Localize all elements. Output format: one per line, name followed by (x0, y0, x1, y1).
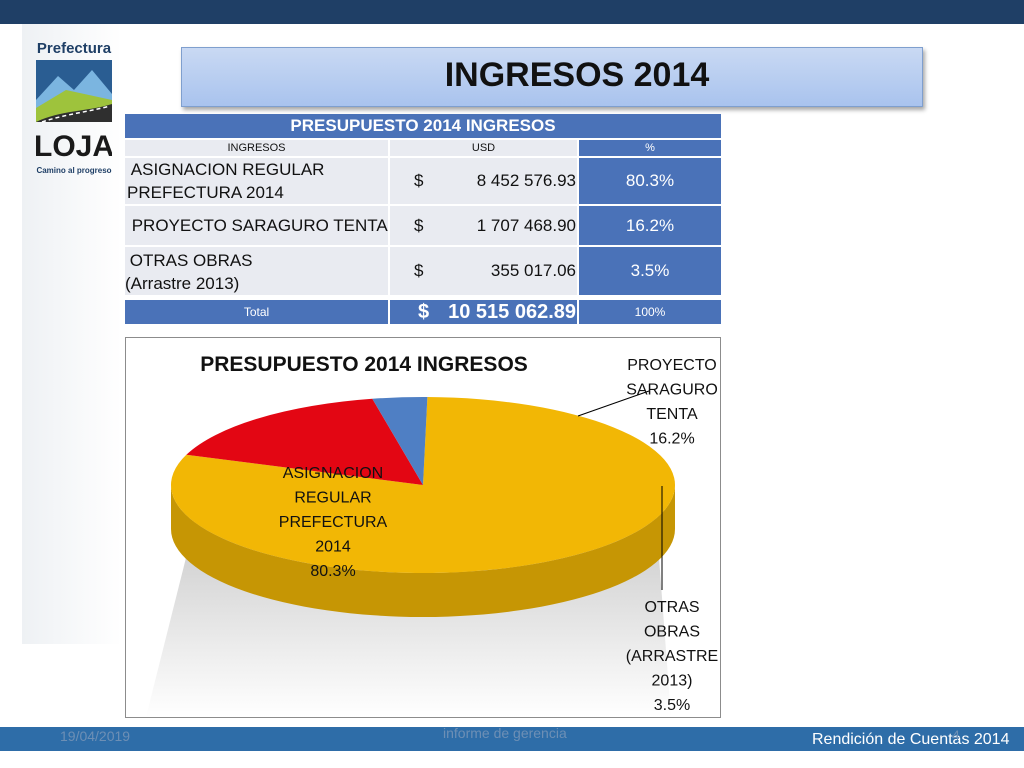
logo-word: LOJA (36, 130, 112, 163)
pie-label-1-line-4: 2014 (315, 539, 351, 556)
footer-center-text: informe de gerencia (443, 725, 567, 741)
total-currency: $ (418, 301, 430, 323)
chart-title: PRESUPUESTO 2014 INGRESOS (200, 353, 528, 376)
header-ingresos: INGRESOS (125, 140, 388, 156)
footer-date: 19/04/2019 (60, 728, 131, 744)
header-pct: % (579, 140, 721, 156)
slide-title: INGRESOS 2014 (444, 56, 710, 94)
total-label: Total (125, 300, 388, 324)
logo-mountain-icon: LOJA (36, 60, 112, 163)
pie-label-1-line-1: ASIGNACION (283, 465, 383, 482)
left-strip (22, 24, 122, 644)
footer-bar: 19/04/2019 informe de gerencia Rendición… (0, 725, 1024, 751)
row-1-usd: $ 8 452 576.93 (390, 158, 577, 204)
total-pct: 100% (579, 300, 721, 324)
row-2-pct: 16.2% (579, 206, 721, 245)
pie-slice-3 (372, 397, 428, 485)
row-1-currency: $ (414, 171, 424, 190)
row-3-currency: $ (414, 261, 424, 280)
pie-chart-frame: PRESUPUESTO 2014 INGRESOS ASIGNACION REGU… (125, 337, 721, 718)
row-1-amount: 8 452 576.93 (476, 171, 576, 190)
pie-label-1-line-3: PREFECTURA (279, 514, 388, 531)
total-amount: 10 515 062.89 (448, 301, 576, 323)
row-2-usd: $ 1 707 468.90 (390, 206, 577, 245)
header-usd: USD (390, 140, 577, 156)
top-bar (0, 0, 1024, 24)
prefectura-logo: Prefectura LOJA Camino al progreso (28, 40, 120, 180)
row-3-label-line-1: OTRAS OBRAS (125, 251, 253, 270)
footer-page-number: 4 (952, 727, 960, 743)
row-2-label: PROYECTO SARAGURO TENTA (125, 206, 388, 245)
pie-chart: PRESUPUESTO 2014 INGRESOS ASIGNACION REGU… (146, 353, 718, 717)
row-1-label: ASIGNACION REGULAR PREFECTURA 2014 (125, 158, 388, 204)
pie-label-2-line-2: SARAGURO (626, 382, 718, 399)
pie-slice-1 (170, 397, 676, 573)
pie-label-3-line-1: OTRAS (644, 599, 699, 616)
footer-right-text: Rendición de Cuentas 2014 (812, 731, 1010, 748)
row-3-usd: $ 355 017.06 (390, 247, 577, 295)
pie-label-2-line-1: PROYECTO (627, 357, 717, 374)
pie-leader-2 (577, 390, 650, 417)
row-2-currency: $ (414, 216, 424, 235)
total-usd: $ 10 515 062.89 (390, 300, 577, 324)
pie-label-3-line-3: (ARRASTRE (626, 648, 718, 665)
pie-slices (170, 397, 676, 573)
pie-label-3-pct: 3.5% (654, 697, 690, 714)
row-3-pct: 3.5% (579, 247, 721, 295)
logo-name: Prefectura (36, 40, 112, 57)
row-3-label: OTRAS OBRAS (Arrastre 2013) (125, 247, 388, 295)
pie-label-2-pct: 16.2% (649, 431, 694, 448)
pie-label-1-pct: 80.3% (310, 563, 355, 580)
row-3-amount: 355 017.06 (490, 261, 576, 280)
row-1-label-line-1: ASIGNACION REGULAR (127, 160, 325, 179)
row-1-pct: 80.3% (579, 158, 721, 204)
pie-slice-2 (186, 398, 423, 485)
title-box: INGRESOS 2014 (181, 47, 923, 107)
logo-slogan: Camino al progreso (36, 166, 112, 175)
pie-labels: ASIGNACION REGULAR PREFECTURA 2014 80.3% PROY… (279, 357, 718, 714)
pie-label-3-line-2: OBRAS (644, 624, 700, 641)
row-3-label-line-2: (Arrastre 2013) (125, 274, 240, 293)
pie-label-2-line-3: TENTA (646, 406, 698, 423)
row-2-amount: 1 707 468.90 (476, 216, 576, 235)
table-title: PRESUPUESTO 2014 INGRESOS (125, 114, 721, 138)
pie-depth (171, 485, 675, 617)
row-1-label-line-2: PREFECTURA 2014 (127, 183, 284, 202)
pie-label-1-line-2: REGULAR (294, 490, 371, 507)
row-2-label-line-1: PROYECTO SARAGURO TENTA (127, 216, 388, 235)
pie-side-1 (171, 485, 675, 617)
pie-label-3-line-4: 2013) (652, 673, 693, 690)
